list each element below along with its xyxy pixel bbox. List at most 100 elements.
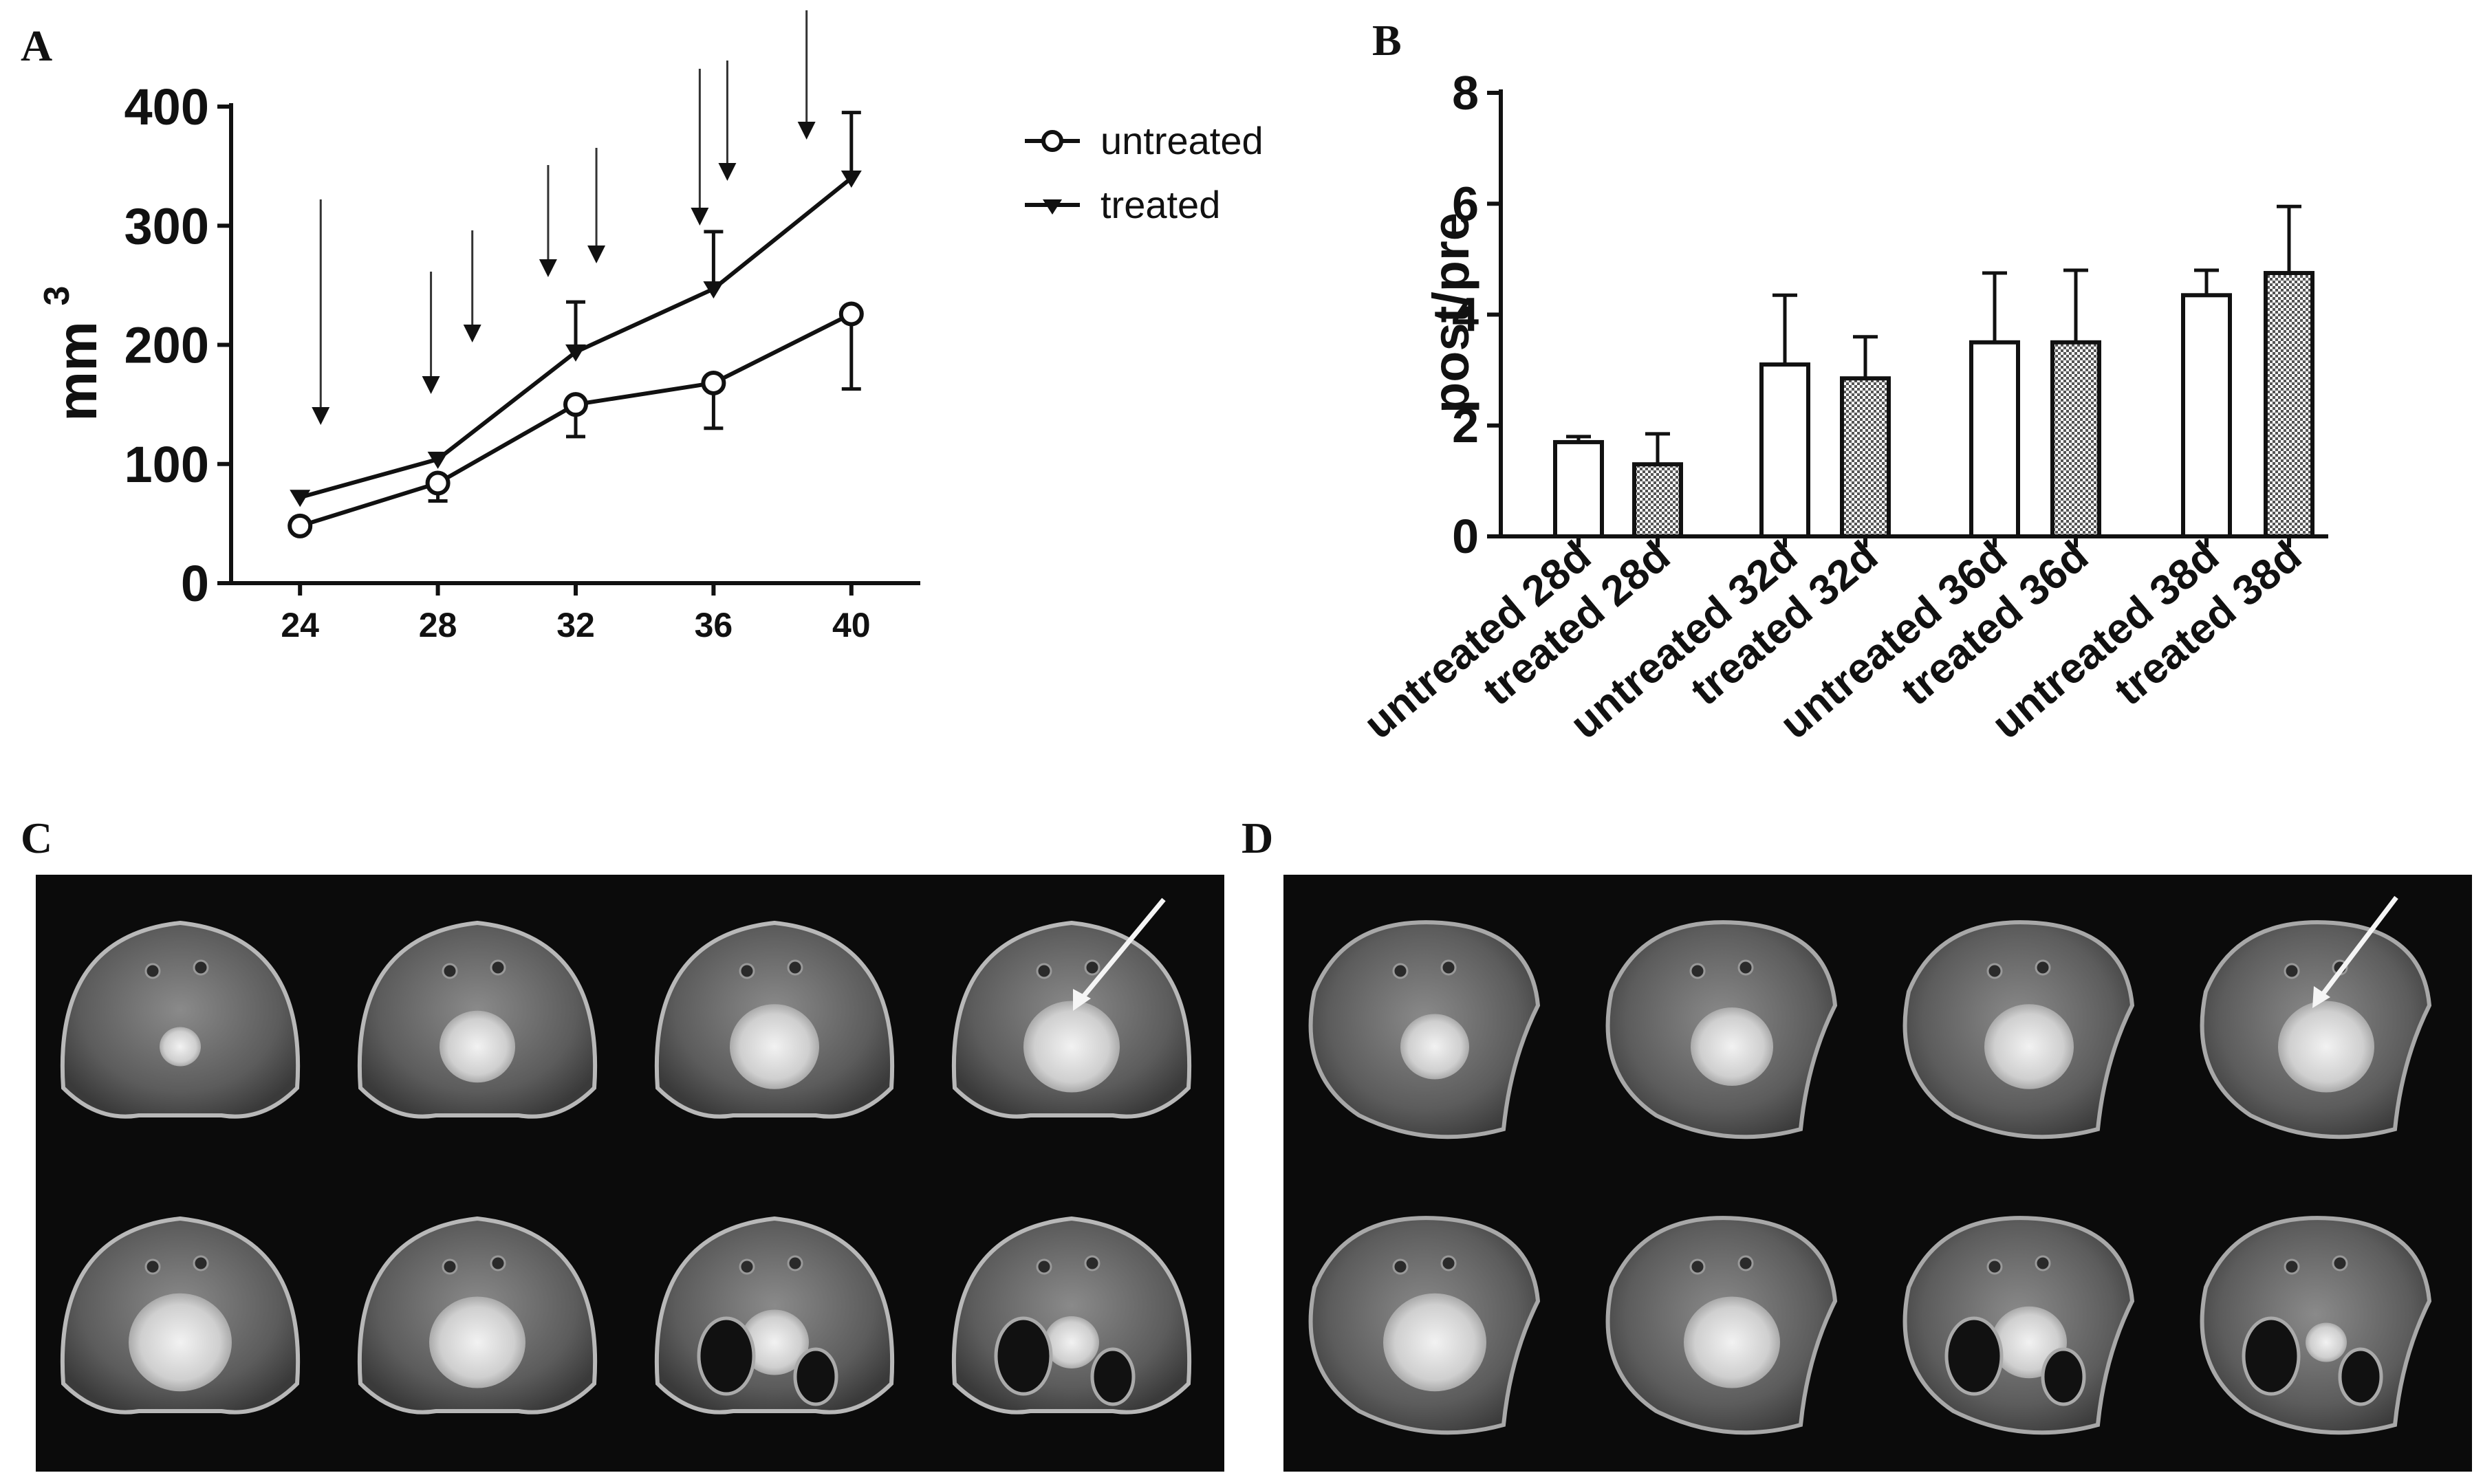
x-tick-label-a: 40: [832, 606, 871, 644]
y-axis-label-superscript-a: 3: [37, 286, 77, 306]
ventricle: [2332, 1255, 2348, 1272]
mri-slice: [1605, 920, 1838, 1139]
bar: [1553, 439, 1604, 538]
y-tick-label-b: 4: [1452, 288, 1479, 342]
mri-slice: [1902, 1216, 2135, 1435]
ventricle: [1392, 963, 1409, 979]
tumor: [440, 1010, 515, 1083]
ventricle: [1737, 1255, 1754, 1272]
legend-untreated-marker: [1041, 130, 1063, 152]
tumor: [429, 1296, 525, 1388]
ventricle: [1036, 963, 1052, 979]
mri-slice: [2200, 1216, 2432, 1435]
legend-treated-label: treated: [1100, 183, 1220, 226]
mri-panel-c: [36, 875, 1224, 1472]
x-tick-label-a: 36: [695, 606, 733, 644]
ventricle: [193, 1255, 209, 1272]
ventricle: [1737, 959, 1754, 976]
x-tick-label-a: 24: [281, 606, 319, 644]
data-point-untreated: [838, 301, 864, 327]
bar: [1759, 362, 1810, 538]
tumor: [160, 1027, 201, 1067]
mri-slice: [2200, 920, 2432, 1139]
tumor: [740, 1309, 809, 1375]
ventricle: [1986, 1258, 2003, 1275]
mri-slice: [1605, 1216, 1838, 1435]
ventricle: [144, 963, 161, 979]
treatment-arrow-head: [539, 259, 557, 277]
x-tick-label-a: 28: [419, 606, 457, 644]
mri-slice: [952, 920, 1191, 1119]
bar: [2264, 271, 2314, 538]
cyst: [697, 1316, 756, 1396]
ventricle: [1036, 1258, 1052, 1275]
arrow-c: [1075, 897, 1166, 1006]
tumor: [1684, 1296, 1780, 1388]
y-tick-label-b: 6: [1452, 177, 1479, 230]
tumor: [1044, 1316, 1099, 1368]
bar: [1969, 340, 2020, 538]
tumor: [129, 1293, 232, 1392]
cyst: [2338, 1347, 2383, 1406]
ventricle: [442, 1258, 458, 1275]
treatment-arrow-head: [587, 245, 606, 263]
mri-slice: [358, 1216, 598, 1415]
treatment-arrow-head: [463, 325, 481, 342]
treatment-arrow-head: [718, 163, 737, 181]
panel-letter-b: B: [1372, 16, 1402, 65]
brain-outline: [2200, 1216, 2432, 1435]
ventricle: [2035, 959, 2051, 976]
tumor: [2278, 1001, 2374, 1093]
ventricle: [490, 959, 506, 976]
tumor: [1023, 1001, 1120, 1093]
data-point-treated: [703, 281, 724, 299]
ventricle: [1986, 963, 2003, 979]
mri-slice: [1902, 920, 2135, 1139]
tumor: [730, 1004, 819, 1089]
mri-slice: [358, 920, 598, 1119]
bar: [2181, 293, 2232, 538]
data-point-treated: [565, 344, 586, 362]
bar: [1632, 462, 1683, 538]
cyst: [793, 1347, 838, 1406]
mri-panel-d: [1283, 875, 2472, 1472]
y-tick-label-a: 100: [124, 436, 209, 493]
y-tick-label-b: 8: [1452, 66, 1479, 120]
mri-slice: [952, 1216, 1191, 1415]
treatment-arrow-head: [797, 122, 816, 140]
tumor: [2306, 1322, 2347, 1362]
cyst: [1944, 1316, 2004, 1396]
y-tick-label-b: 2: [1452, 399, 1479, 452]
ventricle: [193, 959, 209, 976]
ventricle: [787, 959, 803, 976]
y-tick-label-a: 300: [124, 197, 209, 254]
tumor: [1400, 1014, 1469, 1080]
mri-slice: [1308, 920, 1541, 1139]
y-axis-label-a: mm: [46, 321, 109, 422]
mri-slice: [654, 1216, 894, 1415]
ventricle: [1440, 959, 1457, 976]
mri-slice: [1308, 1216, 1541, 1435]
y-tick-label-a: 400: [124, 78, 209, 135]
data-point-treated: [841, 170, 862, 188]
ventricle: [1440, 1255, 1457, 1272]
panel-letter-c: C: [21, 814, 52, 862]
arrow-head-d: [2312, 986, 2330, 1008]
panel-letter-d: D: [1242, 814, 1273, 862]
y-tick-label-b: 0: [1452, 510, 1479, 563]
cyst: [1090, 1347, 1136, 1406]
treatment-arrow-head: [312, 407, 330, 425]
legend-a: untreated treated: [1025, 119, 1264, 226]
ventricle: [1689, 1258, 1706, 1275]
bar: [2050, 340, 2101, 538]
data-point-treated: [290, 490, 311, 508]
cyst: [2041, 1347, 2086, 1406]
ventricle: [739, 1258, 755, 1275]
ventricle: [2035, 1255, 2051, 1272]
data-point-treated: [427, 451, 448, 469]
brain-outline: [60, 920, 301, 1119]
data-point-untreated: [563, 392, 588, 417]
x-tick-label-a: 32: [556, 606, 595, 644]
treatment-arrow-head: [422, 376, 440, 394]
